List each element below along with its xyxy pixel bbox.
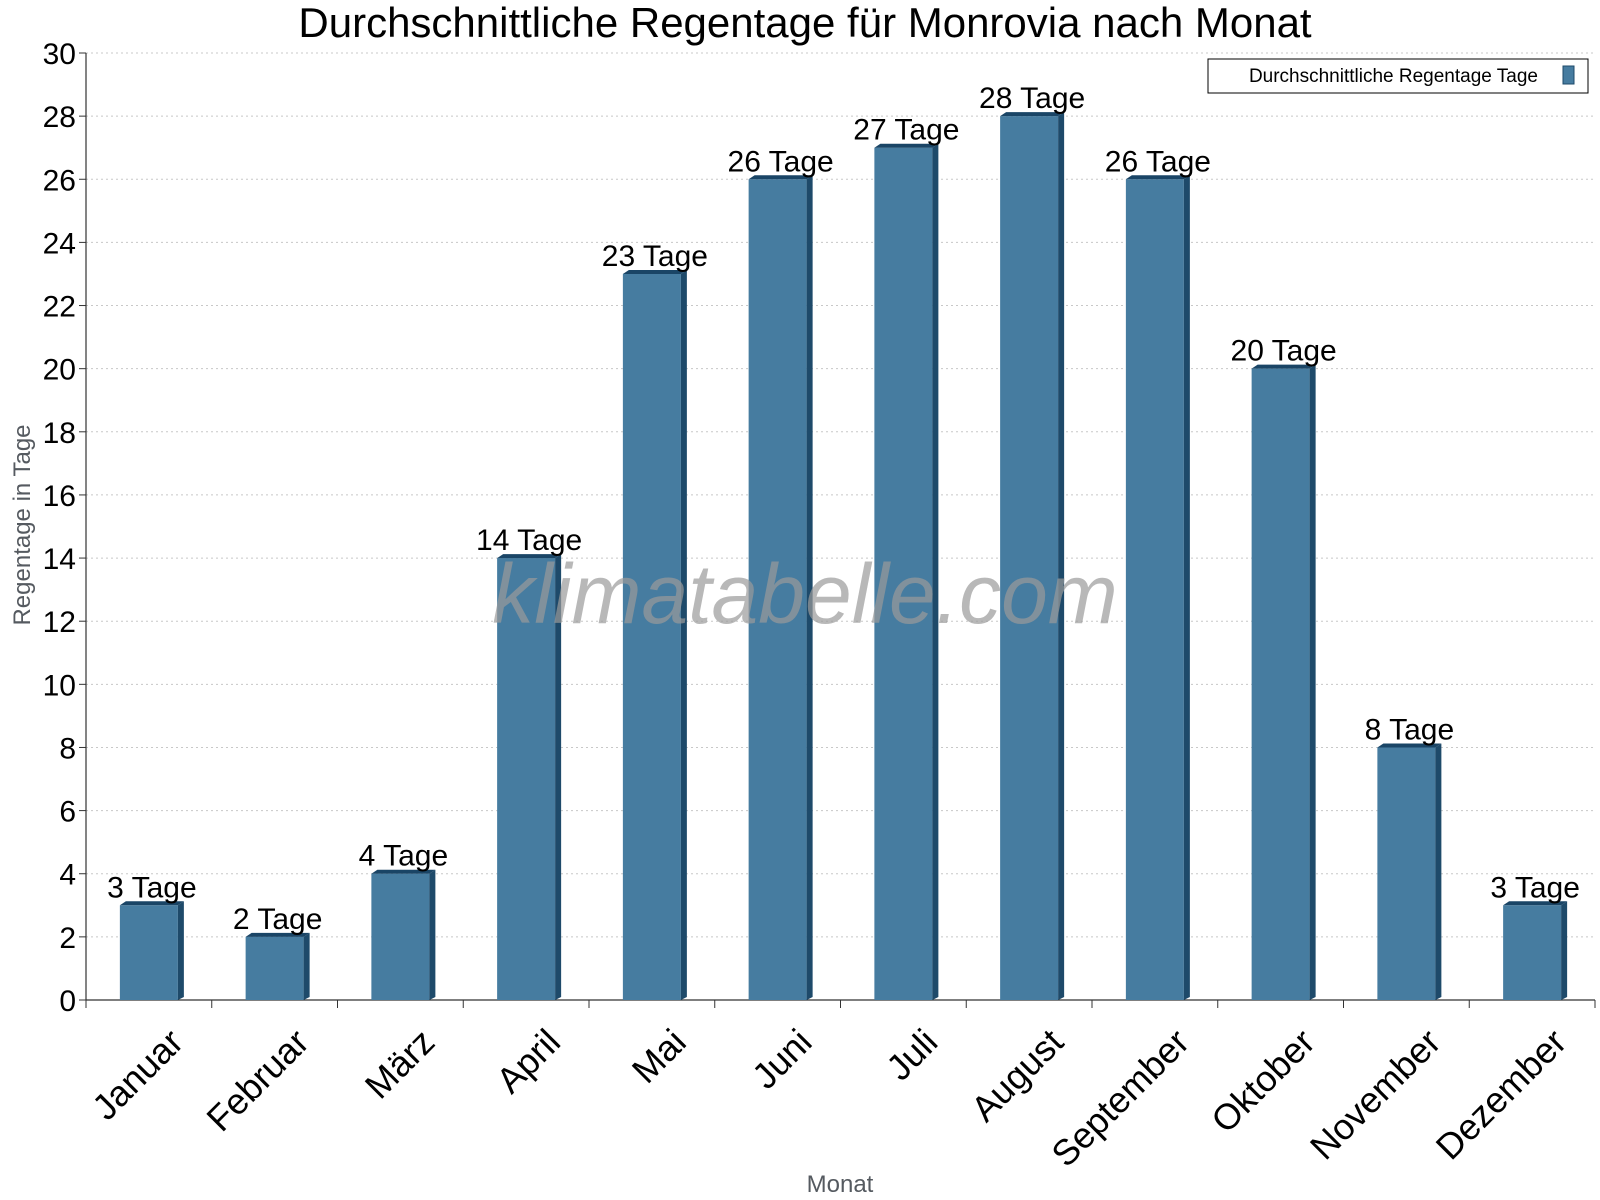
y-tick-label: 28 — [43, 101, 76, 134]
y-tick-label: 16 — [43, 480, 76, 513]
bar-top — [748, 175, 813, 180]
bar-oktober — [1251, 368, 1310, 1001]
bar-top — [1377, 743, 1442, 748]
y-tick-label: 6 — [59, 796, 76, 829]
legend-box — [1207, 58, 1589, 94]
bar-side — [429, 869, 436, 1000]
data-label: 20 Tage — [1231, 335, 1337, 368]
data-label: 4 Tage — [359, 840, 449, 873]
bar-top — [245, 932, 310, 937]
data-label: 3 Tage — [1490, 871, 1580, 904]
data-label: 26 Tage — [1105, 145, 1211, 178]
bar-top — [1000, 112, 1065, 117]
x-tick-label: Januar — [84, 1021, 191, 1128]
bar-side — [555, 554, 562, 1000]
bar-top — [874, 143, 939, 148]
x-tick-label: April — [488, 1021, 568, 1101]
y-tick-label: 18 — [43, 417, 76, 450]
data-label: 2 Tage — [233, 903, 323, 936]
y-tick-label: 20 — [43, 354, 76, 387]
bar-side — [1309, 364, 1316, 1001]
y-tick-label: 14 — [43, 543, 76, 576]
x-tick-label: Februar — [198, 1021, 316, 1139]
bar-side — [177, 901, 184, 1000]
y-tick-label: 26 — [43, 164, 76, 197]
bar-januar — [119, 905, 178, 1000]
watermark: klimatabelle.com — [492, 547, 1118, 641]
bar-top — [1251, 364, 1316, 369]
data-label: 8 Tage — [1365, 713, 1455, 746]
bar-februar — [245, 936, 304, 1000]
x-tick-label: Oktober — [1203, 1021, 1323, 1141]
bar-side — [932, 143, 939, 1000]
bar-top — [119, 901, 184, 906]
bar-side — [303, 932, 310, 1000]
x-tick-label: März — [357, 1021, 443, 1107]
data-label: 3 Tage — [107, 871, 197, 904]
bar-side — [1058, 112, 1065, 1001]
y-tick-label: 2 — [59, 922, 76, 955]
x-axis-title: Monat — [807, 1171, 874, 1198]
bar-side — [1435, 743, 1442, 1000]
y-tick-label: 10 — [43, 669, 76, 702]
bar-märz — [371, 873, 430, 1000]
bar-top — [622, 269, 687, 274]
bar-side — [1183, 175, 1190, 1000]
data-label: 26 Tage — [728, 145, 834, 178]
data-label: 27 Tage — [853, 114, 959, 147]
bar-top — [1503, 901, 1568, 906]
bar-mai — [622, 273, 681, 1000]
bar-april — [497, 558, 556, 1000]
chart-title: Durchschnittliche Regentage für Monrovia… — [298, 0, 1312, 46]
y-tick-label: 22 — [43, 291, 76, 324]
legend-label: Durchschnittliche Regentage Tage — [1249, 66, 1538, 87]
bars — [119, 112, 1568, 1001]
legend-swatch — [1562, 65, 1575, 85]
bar-juni — [748, 179, 807, 1000]
bar-september — [1125, 179, 1184, 1000]
x-axis: Januar Februar März April Mai Juni Juli AugustS… — [84, 999, 1596, 1175]
bar-november — [1377, 747, 1436, 1000]
data-label: 14 Tage — [476, 524, 582, 557]
bar-side — [1561, 901, 1568, 1000]
x-tick-label: Dezember — [1428, 1021, 1574, 1167]
y-tick-label: 24 — [43, 227, 76, 260]
data-label: 28 Tage — [979, 82, 1085, 115]
bar-top — [371, 869, 436, 874]
data-label: 23 Tage — [602, 240, 708, 273]
y-tick-label: 8 — [59, 732, 76, 765]
y-tick-label: 30 — [43, 38, 76, 71]
x-tick-label: Mai — [624, 1021, 694, 1091]
y-tick-label: 12 — [43, 606, 76, 639]
y-axis-title: Regentage in Tage — [9, 424, 36, 625]
x-tick-label: November — [1302, 1021, 1448, 1167]
bar-side — [680, 269, 687, 1000]
bar-august — [1000, 116, 1059, 1001]
y-tick-label: 4 — [59, 859, 76, 892]
bar-dezember — [1503, 905, 1562, 1000]
bar-side — [806, 175, 813, 1000]
bar-top — [497, 554, 562, 559]
x-tick-label: August — [963, 1021, 1071, 1129]
y-tick-label: 0 — [59, 985, 76, 1018]
data-labels: 3 Tage 2 Tage 4 Tage 14 Tage 23 Tage 26 Tage 2… — [107, 82, 1580, 936]
x-tick-label: September — [1043, 1021, 1197, 1175]
legend: Durchschnittliche Regentage Tage — [1207, 58, 1589, 94]
bar-juli — [874, 147, 933, 1000]
x-tick-label: Juni — [744, 1021, 820, 1097]
grid-lines — [86, 52, 1595, 938]
bar-top — [1125, 175, 1190, 180]
x-tick-label: Juli — [878, 1021, 945, 1088]
